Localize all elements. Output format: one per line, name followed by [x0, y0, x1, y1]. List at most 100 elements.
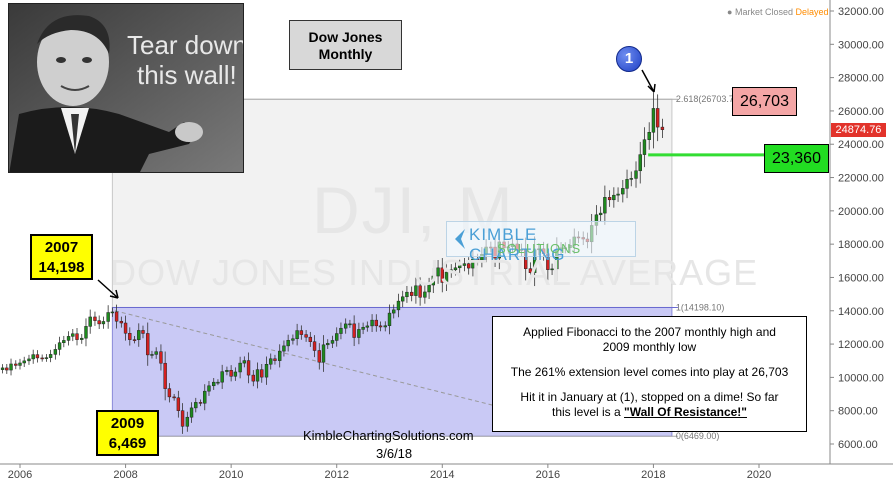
candle-body	[365, 325, 370, 328]
candle-body	[260, 369, 264, 378]
candle-body	[343, 323, 348, 329]
candle-body	[269, 358, 273, 365]
site-url: KimbleChartingSolutions.com	[303, 428, 474, 443]
candle-body	[31, 354, 35, 360]
candle-body	[642, 139, 647, 155]
candle-body	[246, 360, 251, 376]
status-dot-icon: ●	[727, 7, 733, 17]
candle-body	[436, 267, 440, 277]
name-watermark: DOW JONES INDUSTRIAL AVERAGE	[110, 252, 759, 293]
candle-body	[409, 291, 414, 296]
note-line-3: Hit it in January at (1), stopped on a d…	[520, 390, 779, 419]
photo-caption-line-2: this wall!	[137, 60, 237, 90]
candle-body	[550, 268, 554, 271]
candle-body	[374, 319, 378, 327]
candle-body	[629, 178, 633, 180]
y-tick-label: 26000.00	[838, 106, 884, 118]
candle-body	[264, 364, 269, 378]
candle-body	[53, 349, 58, 355]
y-tick-label: 30000.00	[838, 39, 884, 51]
candle-body	[150, 354, 154, 356]
candle-body	[14, 363, 18, 366]
candle-body	[71, 333, 75, 337]
candle-body	[0, 367, 5, 370]
x-tick-label: 2006	[8, 469, 32, 481]
candle-body	[137, 330, 141, 340]
candle-body	[119, 320, 124, 324]
candle-body	[598, 212, 603, 216]
candle-body	[466, 263, 471, 269]
candle-body	[361, 327, 365, 330]
candle-body	[383, 325, 387, 328]
candle-body	[616, 193, 620, 196]
candle-body	[387, 312, 392, 326]
y-tick-label: 20000.00	[838, 206, 884, 218]
y-tick-label: 24000.00	[838, 139, 884, 151]
candle-body	[159, 351, 163, 364]
callout-2009-year: 2009	[110, 415, 145, 432]
candle-body	[185, 416, 190, 427]
candle-body	[414, 285, 418, 296]
note-line-2: The 261% extension level comes into play…	[510, 365, 789, 379]
candle-body	[18, 362, 22, 366]
candle-body	[167, 388, 172, 398]
candle-body	[603, 197, 607, 214]
candle-body	[35, 354, 40, 359]
y-tick-label: 8000.00	[838, 406, 878, 418]
candle-body	[66, 336, 71, 341]
candle-body	[22, 360, 26, 364]
callout-2009-low: 2009 6,469	[96, 410, 159, 456]
candle-body	[278, 350, 282, 361]
candle-body	[27, 358, 31, 362]
x-tick-label: 2014	[430, 469, 454, 481]
candle-body	[5, 367, 9, 371]
x-tick-label: 2010	[219, 469, 243, 481]
candle-body	[255, 369, 260, 382]
candle-body	[339, 327, 343, 334]
y-tick-label: 6000.00	[838, 439, 878, 451]
candle-body	[655, 108, 660, 128]
fib-level-label: 2.618(26703.78)	[676, 94, 742, 104]
candle-body	[176, 397, 181, 411]
candle-body	[40, 357, 44, 360]
photo-caption-line-1: Tear down	[127, 30, 244, 60]
candle-body	[75, 333, 79, 340]
candle-body	[88, 316, 92, 327]
candle-body	[607, 197, 612, 201]
candle-body	[458, 265, 462, 269]
status-delayed: Delayed	[795, 7, 829, 17]
logo-watermark: KIMBLE CHARTING SOLUTIONS	[446, 221, 636, 264]
last-price-tag: 24874.76	[831, 123, 886, 137]
marker-1-icon: 1	[616, 46, 642, 72]
status-text: Market Closed	[734, 7, 793, 17]
candle-body	[48, 354, 53, 358]
candle-body	[304, 334, 308, 338]
candle-body	[330, 340, 335, 344]
chart-title-line-2: Monthly	[318, 46, 373, 62]
candle-body	[80, 337, 84, 340]
y-tick-label: 28000.00	[838, 73, 884, 85]
candle-body	[180, 410, 185, 427]
y-tick-label: 18000.00	[838, 239, 884, 251]
candle-body	[418, 285, 422, 298]
note-line-3-wrap: Hit it in January at (1), stopped on a d…	[493, 390, 806, 420]
candle-body	[273, 358, 277, 361]
candle-body	[57, 342, 62, 350]
candle-body	[352, 323, 356, 338]
callout-2007-value: 14,198	[38, 259, 85, 276]
candle-body	[396, 300, 401, 311]
candle-body	[621, 188, 625, 195]
market-status: ● Market Closed Delayed	[727, 7, 829, 17]
candle-body	[282, 345, 286, 352]
candle-body	[146, 333, 150, 356]
candle-body	[84, 326, 88, 339]
candle-body	[357, 329, 361, 338]
candle-body	[198, 402, 203, 404]
candle-body	[651, 108, 656, 133]
candle-body	[638, 154, 642, 172]
candle-body	[378, 325, 383, 328]
candle-body	[242, 360, 247, 364]
candle-body	[286, 340, 290, 347]
candle-body	[207, 385, 211, 392]
